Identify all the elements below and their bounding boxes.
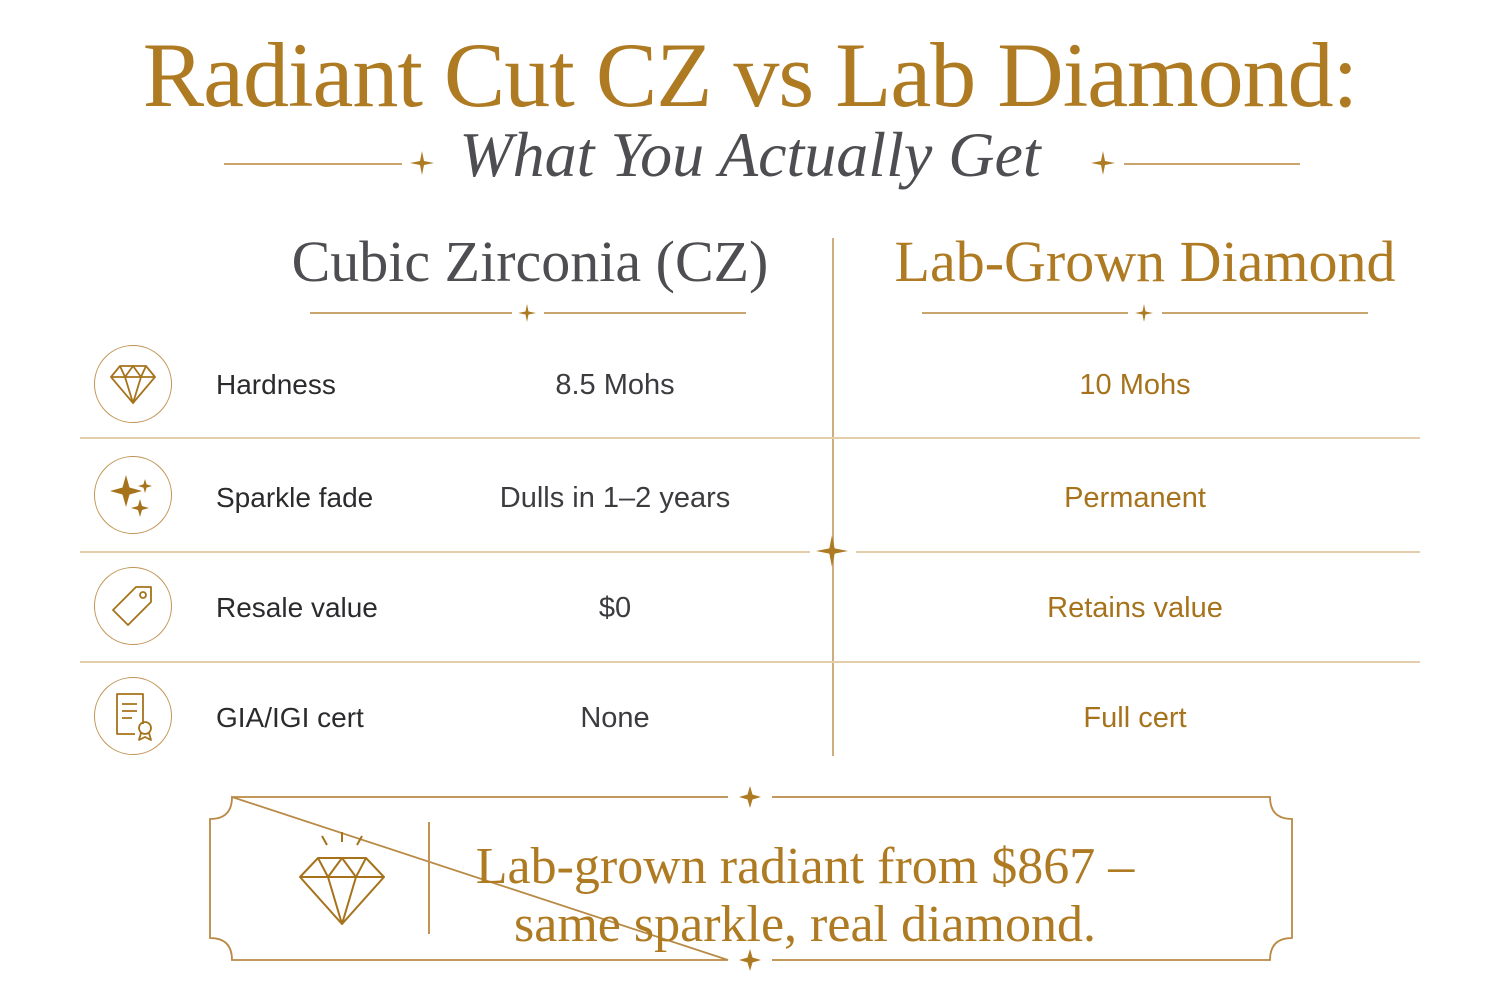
table-row: Resale value $0 Retains value <box>0 555 1500 665</box>
lab-header-rule-right <box>1162 312 1368 314</box>
subtitle-row: What You Actually Get <box>0 118 1500 208</box>
table-row: Sparkle fade Dulls in 1–2 years Permanen… <box>0 444 1500 554</box>
column-header-lab: Lab-Grown Diamond <box>894 229 1396 294</box>
cz-header-rule-right <box>544 312 746 314</box>
page-title: Radiant Cut CZ vs Lab Diamond: <box>142 24 1358 126</box>
subtitle-rule-right <box>1124 163 1300 165</box>
banner-line-1: Lab-grown radiant from $867 – <box>475 838 1135 895</box>
price-tag-icon <box>94 567 172 645</box>
lab-header-rule-left <box>922 312 1128 314</box>
banner-text: Lab-grown radiant from $867 – same spark… <box>430 838 1180 954</box>
lab-value: Full cert <box>1083 702 1187 734</box>
row-separator <box>80 551 810 553</box>
cz-header-rule-left <box>310 312 512 314</box>
sparkle-ornament-icon <box>1091 151 1115 175</box>
row-separator <box>80 437 1420 439</box>
row-label: Resale value <box>216 592 378 623</box>
lab-value: 10 Mohs <box>1079 369 1191 401</box>
sparkle-ornament-icon <box>410 151 434 175</box>
row-separator <box>80 661 1420 663</box>
lab-value: Retains value <box>1047 592 1223 624</box>
page-subtitle: What You Actually Get <box>459 119 1041 190</box>
banner-line-2: same sparkle, real diamond. <box>514 896 1096 953</box>
row-separator <box>856 551 1420 553</box>
sparkle-icon <box>94 456 172 534</box>
banner-frame <box>209 786 1293 971</box>
cz-value: Dulls in 1–2 years <box>499 482 731 514</box>
certificate-icon <box>94 677 172 755</box>
diamond-icon <box>94 345 172 423</box>
column-divider <box>832 238 834 756</box>
row-label: Sparkle fade <box>216 482 374 513</box>
sparkle-ornament-icon <box>816 535 848 567</box>
cz-value: $0 <box>598 592 632 624</box>
sparkle-ornament-icon <box>1135 304 1153 322</box>
shining-diamond-icon <box>299 832 385 925</box>
table-row: GIA/IGI cert None Full cert <box>0 665 1500 775</box>
row-label: GIA/IGI cert <box>216 702 364 733</box>
row-label: Hardness <box>216 369 336 400</box>
table-row: Hardness 8.5 Mohs 10 Mohs <box>0 330 1500 440</box>
subtitle-rule-left <box>224 163 402 165</box>
cz-value: 8.5 Mohs <box>555 369 675 401</box>
banner-divider <box>428 822 430 934</box>
sparkle-ornament-icon <box>518 304 536 322</box>
cz-value: None <box>580 702 650 734</box>
lab-value: Permanent <box>1064 482 1206 514</box>
column-header-cz: Cubic Zirconia (CZ) <box>291 229 769 294</box>
